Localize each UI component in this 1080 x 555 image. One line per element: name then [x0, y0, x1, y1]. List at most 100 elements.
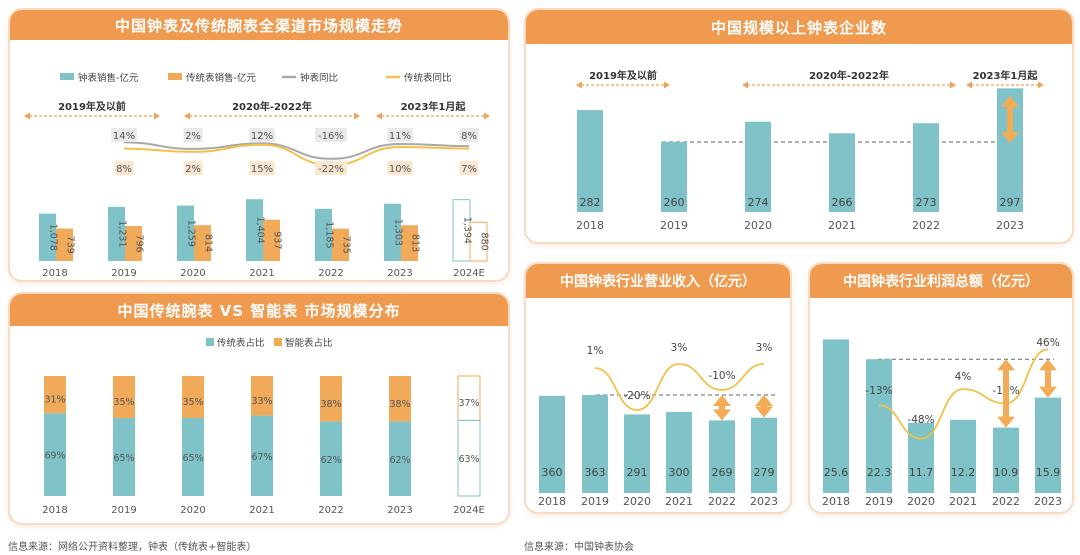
traditional-share-bar-2023 [389, 421, 411, 496]
traditional-share-label-2021: 67% [251, 452, 272, 463]
clock-sales-bar-2022 [315, 208, 332, 261]
clock-yoy-line [123, 141, 470, 160]
traditional-share-label-2024E: 63% [458, 454, 479, 465]
ent-x-label-2023: 2023 [996, 219, 1024, 232]
ent-bar-2019 [661, 142, 687, 212]
clock-sales-label-2019: 1,231 [117, 220, 128, 247]
ent-bar-2022 [913, 123, 939, 212]
revenue-value-2020: 291 [627, 466, 648, 479]
clock-sales-label-2020: 1,259 [186, 220, 197, 247]
yoy-bottom-bg-2023 [387, 161, 413, 175]
revenue-panel: 中国钟表行业营业收入（亿元） 360 2018 363 2019 291 2020 300 2… [524, 262, 792, 514]
revenue-x-label-2022: 2022 [708, 495, 736, 508]
clock-sales-label-2022: 1,185 [324, 221, 335, 248]
yoy-top-bg-2019 [111, 128, 137, 142]
profit-growth-label-2021: 4% [955, 371, 972, 383]
watch-sales-label-2024E: 880 [479, 233, 490, 251]
revenue-x-label-2020: 2020 [623, 495, 651, 508]
revenue-value-2019: 363 [585, 466, 606, 479]
profit-x-label-2022: 2022 [992, 495, 1020, 508]
yoy-bottom-bg-2024E [459, 161, 479, 175]
revenue-bar-2020 [624, 414, 650, 493]
smart-share-label-2018: 31% [44, 395, 65, 406]
watch-sales-label-2020: 814 [203, 234, 214, 252]
profit-chart: 25.6 2018 22.3 2019 11.7 2020 12.2 2021 10.9 2022… [822, 337, 1062, 508]
profit-bar-2020 [908, 422, 934, 493]
clock-sales-bar-2021 [246, 199, 263, 261]
revenue-bar-2022 [709, 420, 735, 493]
smart-share-bar-2022 [320, 376, 342, 422]
revenue-growth-label-2023: 3% [756, 342, 773, 354]
yoy-top-bg-2024E [459, 128, 479, 142]
profit-bar-2023 [1035, 397, 1061, 493]
profit-diff-arrow-1-head-top [1039, 359, 1057, 371]
market-size-chart: 钟表销售-亿元 传统表销售-亿元 钟表同比 传统表同比 2019年及以前 2020年-20… [24, 72, 490, 279]
profit-bar-2019 [866, 359, 892, 493]
market-x-label-2019: 2019 [111, 268, 136, 279]
revenue-diff-arrow-1-head-top [755, 394, 773, 406]
ent-x-label-2018: 2018 [576, 219, 604, 232]
yoy-bottom-bg-2020 [183, 161, 203, 175]
market-x-label-2020: 2020 [180, 268, 205, 279]
yoy-top-bg-2023 [387, 128, 413, 142]
clock-sales-bar-2020 [177, 205, 194, 261]
market-size-panel: 中国钟表及传统腕表全渠道市场规模走势 钟表销售-亿元 传统表销售-亿元 钟表同比 传统… [8, 8, 510, 282]
source-note-right: 信息来源：中国钟表协会 [524, 542, 634, 553]
profit-value-2018: 25.6 [824, 466, 849, 479]
revenue-value-2021: 300 [669, 466, 690, 479]
market-period-2-label: 2020年-2022年 [232, 100, 312, 113]
watch-sales-bar-2022 [332, 228, 349, 261]
profit-diff-arrow-0-head-bottom [997, 416, 1015, 428]
market-period-2-arrow-left [184, 112, 190, 120]
share-title: 中国传统腕表 VS 智能表 市场规模分布 [10, 294, 508, 326]
revenue-value-2022: 269 [712, 466, 733, 479]
profit-growth-label-2020: -48% [907, 414, 934, 426]
legend-swatch-0 [60, 73, 74, 80]
revenue-bar-2019 [582, 394, 608, 493]
smart-share-label-2021: 33% [251, 396, 272, 407]
share-x-label-2023: 2023 [387, 505, 412, 516]
ent-x-label-2020: 2020 [744, 219, 772, 232]
yoy-bottom-bg-2019 [114, 161, 134, 175]
share-chart: 传统表占比 智能表占比 31% 69% 2018 35% 65% 2019 35% 65% 2020… [42, 337, 485, 516]
profit-bar-2018 [823, 339, 849, 493]
share-x-label-2022: 2022 [318, 505, 343, 516]
share-legend-label-0: 传统表占比 [217, 337, 265, 349]
revenue-x-label-2018: 2018 [538, 495, 566, 508]
watch-sales-label-2018: 739 [65, 236, 76, 254]
revenue-value-2023: 279 [754, 466, 775, 479]
traditional-share-label-2022: 62% [320, 455, 341, 466]
ent-value-2023: 297 [1000, 196, 1021, 209]
enterprise-count-panel: 中国规模以上钟表企业数 2019年及以前 2020年-2022年 2023年1月起 2… [524, 8, 1074, 244]
market-period-1-arrow-right [154, 112, 160, 120]
yoy-bottom-label-2019: 8% [116, 164, 132, 175]
yoy-top-bg-2020 [183, 128, 203, 142]
yoy-top-label-2019: 14% [113, 131, 135, 142]
traditional-share-bar-2021 [251, 415, 273, 496]
market-period-3-arrow-right [484, 112, 490, 120]
watch-sales-label-2019: 796 [134, 234, 145, 252]
profit-title: 中国钟表行业利润总额（亿元） [810, 264, 1072, 298]
yoy-top-bg-2022 [315, 128, 347, 142]
ent-period-3-arrow-right [1038, 81, 1044, 89]
yoy-top-bg-2021 [249, 128, 275, 142]
ent-period-2-arrow-right [950, 81, 956, 89]
revenue-growth-label-2022: -10% [708, 370, 735, 382]
clock-sales-label-2023: 1,303 [393, 219, 404, 246]
profit-value-2021: 12.2 [951, 466, 976, 479]
yoy-top-label-2021: 12% [251, 131, 273, 142]
share-x-label-2021: 2021 [249, 505, 274, 516]
market-period-3-label: 2023年1月起 [401, 100, 467, 113]
profit-x-label-2020: 2020 [907, 495, 935, 508]
smart-share-bar-2020 [182, 376, 204, 418]
profit-growth-line [878, 348, 1049, 440]
ent-value-2018: 282 [580, 196, 601, 209]
traditional-share-bar-2018 [44, 413, 66, 496]
share-x-label-2020: 2020 [180, 505, 205, 516]
revenue-bar-2023 [751, 417, 777, 493]
market-size-title: 中国钟表及传统腕表全渠道市场规模走势 [10, 10, 508, 40]
revenue-diff-arrow-0-head-top [713, 394, 731, 406]
yoy-bottom-label-2024E: 7% [461, 164, 477, 175]
market-x-label-2018: 2018 [42, 268, 67, 279]
traditional-share-label-2018: 69% [44, 451, 65, 462]
